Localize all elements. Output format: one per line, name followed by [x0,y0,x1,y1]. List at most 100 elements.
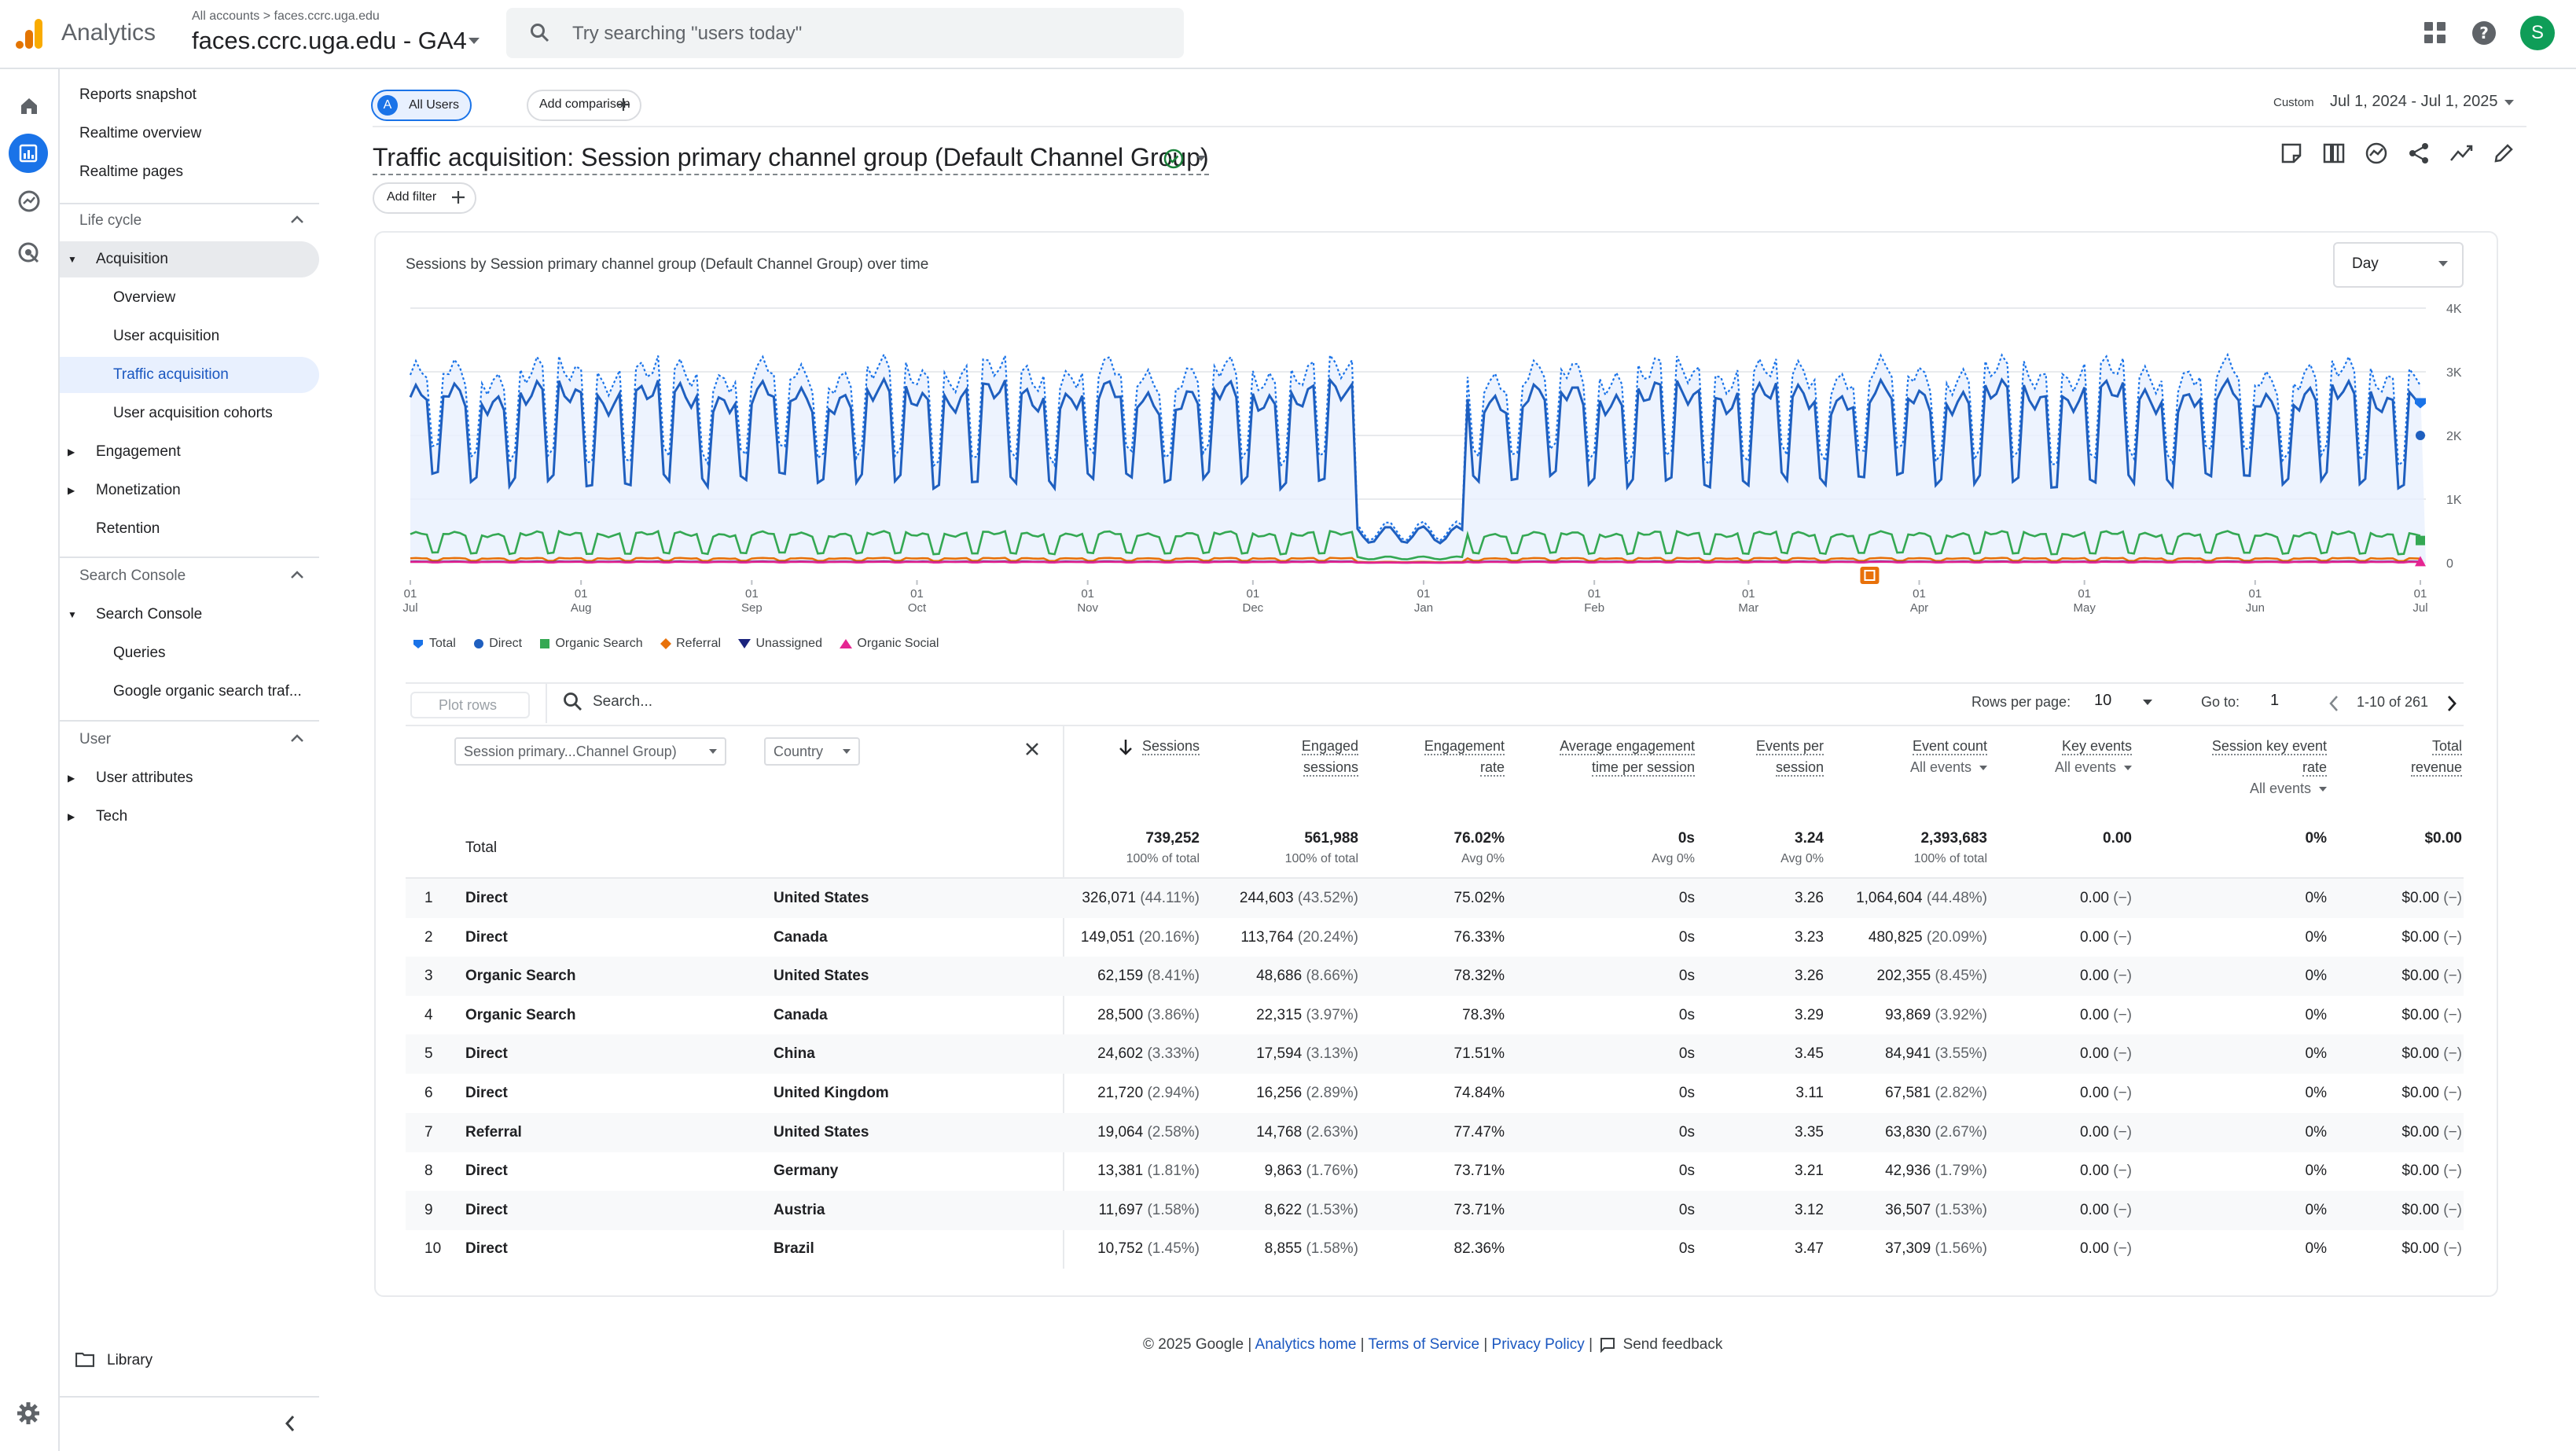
nav-user-acquisition[interactable]: User acquisition [113,328,220,344]
reports-icon[interactable] [9,134,48,173]
nav-user-acquisition-cohorts[interactable]: User acquisition cohorts [113,405,273,421]
caret-down-icon[interactable] [1196,156,1206,161]
legend-item-direct[interactable]: Direct [473,637,522,651]
nav-section-search-console[interactable]: Search Console [79,568,186,584]
help-icon[interactable]: ? [2471,20,2497,46]
chevron-right-icon[interactable] [2446,695,2457,712]
analytics-logo-icon[interactable] [14,17,46,50]
nav-search-console[interactable]: ▼ Search Console [60,597,319,633]
gear-icon[interactable] [16,1401,41,1426]
segment-chip-all-users[interactable]: A All Users [371,90,472,121]
nav-realtime-overview[interactable]: Realtime overview [79,125,202,141]
column-header-event-filter[interactable]: All events [1830,757,1987,778]
nav-tech[interactable]: ▶ Tech [60,799,319,835]
table-row[interactable]: 2 Direct Canada 149,051 (20.16%) 113,764 (20… [406,918,2464,957]
legend-item-organic-search[interactable]: Organic Search [539,637,643,651]
legend-item-unassigned[interactable]: Unassigned [738,637,822,651]
table-search-input[interactable]: Search... [593,693,653,710]
secondary-dimension-select[interactable]: Country [764,737,860,766]
terms-link[interactable]: Terms of Service [1368,1336,1480,1353]
x-tick-day: 01 [404,587,417,601]
table-row[interactable]: 7 Referral United States 19,064 (2.58%) 14,7… [406,1112,2464,1152]
trend-icon[interactable] [2449,141,2475,165]
close-icon[interactable] [1025,742,1039,756]
nav-acquisition[interactable]: ▼ Acquisition [60,241,319,277]
column-header[interactable]: Key events All events [1998,736,2132,778]
caret-down-icon[interactable] [2504,100,2514,105]
legend-item-organic-social[interactable]: Organic Social [840,637,939,651]
caret-down-icon[interactable] [469,38,480,44]
property-selector[interactable]: faces.ccrc.uga.edu - GA4 [192,27,467,54]
nav-traffic-acquisition[interactable]: Traffic acquisition [60,357,319,393]
table-row[interactable]: 3 Organic Search United States 62,159 (8.41… [406,957,2464,997]
date-range-picker[interactable]: Jul 1, 2024 - Jul 1, 2025 [2330,93,2498,110]
plot-rows-button[interactable]: Plot rows [410,692,530,718]
nav-reports-snapshot[interactable]: Reports snapshot [79,86,197,103]
add-filter-button[interactable]: Add filter [373,182,476,214]
privacy-link[interactable]: Privacy Policy [1491,1336,1585,1353]
explore-icon[interactable] [13,186,45,217]
avatar[interactable]: S [2520,16,2555,50]
global-search-box[interactable]: Try searching "users today" [506,8,1184,58]
apps-grid-icon[interactable] [2424,22,2446,44]
column-header[interactable]: Event count All events [1830,736,1987,778]
nav-realtime-pages[interactable]: Realtime pages [79,163,184,180]
edit-pencil-icon[interactable] [2492,141,2515,165]
rows-per-page-select[interactable]: 10 [2094,692,2112,709]
feedback-icon[interactable] [1600,1337,1615,1353]
home-icon[interactable] [13,90,45,121]
granularity-select[interactable]: Day [2333,242,2464,288]
compare-columns-icon[interactable] [2322,141,2346,165]
chevron-left-icon[interactable] [285,1415,296,1432]
save-report-icon[interactable] [2280,141,2303,165]
advertising-icon[interactable] [13,237,45,269]
primary-dimension-select[interactable]: Session primary...Channel Group) [454,737,726,766]
column-header-event-filter[interactable]: All events [1998,757,2132,778]
table-row[interactable]: 1 Direct United States 326,071 (44.11%) 244,… [406,879,2464,918]
analytics-home-link[interactable]: Analytics home [1255,1336,1357,1353]
chevron-up-icon[interactable] [291,571,303,579]
column-header[interactable]: Total revenue [2336,736,2462,778]
sort-descending-icon[interactable] [1118,739,1134,756]
sessions-line-chart[interactable]: 01K2K3K4K01Jul01Aug01Sep01Oct01Nov01Dec0… [393,291,2468,629]
insights-icon[interactable] [2365,141,2388,165]
table-row[interactable]: 6 Direct United Kingdom 21,720 (2.94%) 16,25… [406,1074,2464,1113]
goto-page-input[interactable]: 1 [2270,692,2280,709]
nav-library[interactable]: Library [107,1352,153,1368]
legend-item-total[interactable]: Total [412,637,456,651]
add-comparison-button[interactable]: Add comparison [527,90,641,121]
table-row[interactable]: 8 Direct Germany 13,381 (1.81%) 9,863 (1.76%… [406,1152,2464,1191]
table-row[interactable]: 4 Organic Search Canada 28,500 (3.86%) 22,31… [406,996,2464,1035]
breadcrumb[interactable]: All accounts > faces.ccrc.uga.edu [192,9,380,23]
column-header[interactable]: Engaged sessions [1209,736,1358,778]
metric-value: 0s [1678,1201,1695,1218]
nav-user-attributes[interactable]: ▶ User attributes [60,760,319,796]
caret-down-icon[interactable] [2143,700,2152,705]
nav-engagement[interactable]: ▶ Engagement [60,434,319,470]
nav-retention[interactable]: Retention [96,520,160,537]
column-header[interactable]: Engagement rate [1371,736,1505,778]
share-icon[interactable] [2407,141,2431,165]
column-header-event-filter[interactable]: All events [2138,778,2327,799]
nav-acquisition-overview[interactable]: Overview [113,289,176,306]
chevron-up-icon[interactable] [291,734,303,742]
chevron-up-icon[interactable] [291,215,303,223]
nav-section-user[interactable]: User [79,731,112,748]
nav-queries[interactable]: Queries [113,645,166,661]
page-title[interactable]: Traffic acquisition: Session primary cha… [373,143,1209,175]
column-header[interactable]: Sessions [1042,736,1200,757]
column-header[interactable]: Session key event rate All events [2138,736,2327,799]
send-feedback-link[interactable]: Send feedback [1622,1336,1723,1353]
check-circle-icon[interactable] [1163,149,1184,169]
legend-item-referral[interactable]: Referral [660,637,721,651]
chevron-left-icon[interactable] [2328,695,2339,712]
column-header[interactable]: Events per session [1698,736,1824,778]
column-header[interactable]: Average engagement time per session [1506,736,1695,778]
table-row[interactable]: 10 Direct Brazil 10,752 (1.45%) 8,855 (1.58%… [406,1229,2464,1269]
folder-icon[interactable] [75,1352,94,1368]
table-row[interactable]: 9 Direct Austria 11,697 (1.58%) 8,622 (1.53%… [406,1190,2464,1230]
nav-google-organic-search-traffic[interactable]: Google organic search traf... [113,683,302,700]
nav-monetization[interactable]: ▶ Monetization [60,472,319,509]
nav-section-life-cycle[interactable]: Life cycle [79,212,142,229]
table-row[interactable]: 5 Direct China 24,602 (3.33%) 17,594 (3.13%)… [406,1034,2464,1074]
